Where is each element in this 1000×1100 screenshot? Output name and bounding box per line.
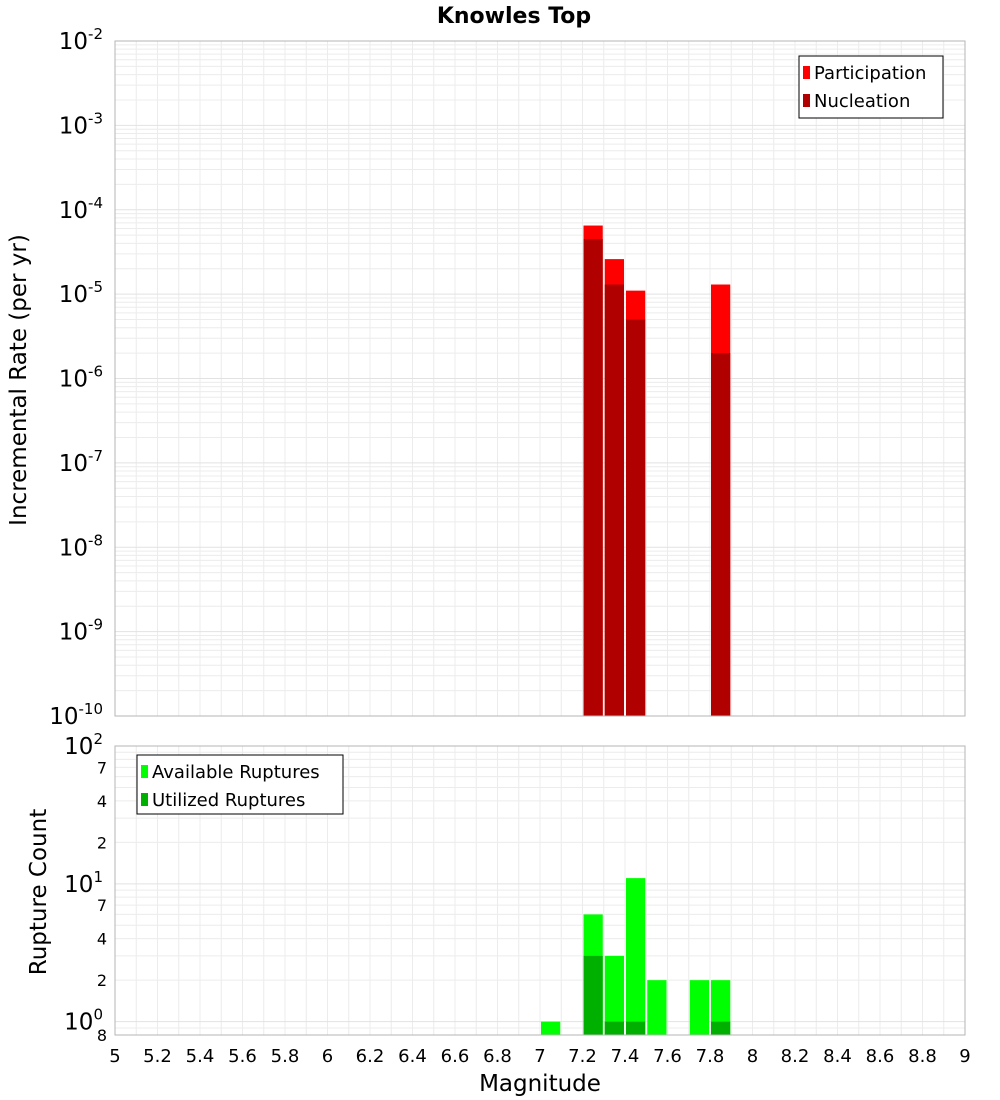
y-tick-label: 10-4	[59, 194, 103, 224]
legend-swatch	[141, 765, 148, 778]
y-tick-label: 10-3	[59, 109, 103, 139]
x-tick-label: 6	[322, 1046, 333, 1067]
x-tick-label: 5.4	[186, 1046, 215, 1067]
x-tick-label: 8.2	[781, 1046, 810, 1067]
y-tick-label: 10-8	[59, 531, 103, 561]
rate-bar-b	[583, 239, 603, 716]
y-tick-label: 10-6	[59, 363, 103, 393]
count-bar-a	[711, 980, 731, 1035]
y-tick-label: 10-10	[49, 700, 103, 730]
y-tick-label: 10-2	[59, 25, 103, 55]
count-plot-y-label: Rupture Count	[26, 809, 52, 975]
count-bar-a	[647, 980, 667, 1035]
y-tick-label: 102	[64, 730, 103, 760]
count-plot-y-ticks: 100 101 102 2 4 7 2 4 7 8	[64, 730, 107, 1045]
x-tick-label: 6.6	[441, 1046, 470, 1067]
x-axis-label: Magnitude	[479, 1071, 601, 1097]
y-tick-label: 10-7	[59, 447, 103, 477]
x-tick-label: 7	[534, 1046, 545, 1067]
rate-plot-legend: Participation Nucleation	[798, 55, 944, 119]
x-tick-label: 6.2	[356, 1046, 385, 1067]
legend-entry: Participation	[814, 63, 926, 84]
y-tick-label: 10-5	[59, 278, 103, 308]
rate-bar-b	[711, 353, 731, 716]
count-plot-legend: Available Ruptures Utilized Ruptures	[136, 754, 344, 815]
x-tick-label: 7.2	[568, 1046, 597, 1067]
x-tick-label: 9	[959, 1046, 970, 1067]
legend-entry: Nucleation	[814, 91, 910, 112]
y-minor-tick-label: 4	[97, 792, 107, 811]
legend-entry: Utilized Ruptures	[152, 790, 305, 811]
x-tick-label: 6.8	[483, 1046, 512, 1067]
count-bar-b	[626, 1021, 646, 1035]
x-tick-label: 8.6	[866, 1046, 895, 1067]
legend-box	[798, 55, 944, 119]
y-tick-label: 10-9	[59, 616, 103, 646]
y-minor-tick-label: 7	[97, 758, 107, 777]
y-minor-tick-label: 2	[97, 833, 107, 852]
x-tick-label: 8	[747, 1046, 758, 1067]
x-tick-label: 8.4	[823, 1046, 852, 1067]
count-bar-a	[541, 1021, 561, 1035]
count-bar-a	[604, 955, 624, 1035]
x-axis-ticks: 5 5.2 5.4 5.6 5.8 6 6.2 6.4 6.6 6.8 7 7.2 7.4 7.6 7.8 8…	[109, 1046, 970, 1067]
x-tick-label: 7.6	[653, 1046, 682, 1067]
rate-plot-y-label: Incremental Rate (per yr)	[6, 234, 32, 526]
legend-box	[136, 754, 344, 815]
count-plot-frame	[114, 745, 966, 1036]
legend-swatch	[141, 793, 148, 806]
y-tick-label: 100	[64, 1006, 103, 1036]
x-tick-label: 8.8	[908, 1046, 937, 1067]
y-tick-label: 101	[64, 868, 103, 898]
legend-entry: Available Ruptures	[152, 762, 320, 783]
x-tick-label: 5.6	[228, 1046, 257, 1067]
rate-plot-grid	[114, 40, 966, 717]
count-bar-a	[689, 980, 709, 1035]
x-tick-label: 7.8	[696, 1046, 725, 1067]
y-minor-tick-label: 4	[97, 930, 107, 949]
y-bottom-tick-label: 8	[97, 1026, 107, 1045]
count-bar-b	[604, 1021, 624, 1035]
chart-title: Knowles Top	[437, 4, 591, 29]
count-bar-b	[583, 955, 603, 1035]
x-tick-label: 6.4	[398, 1046, 427, 1067]
x-tick-label: 5	[109, 1046, 120, 1067]
count-bar-a	[626, 878, 646, 1035]
x-tick-label: 5.2	[143, 1046, 172, 1067]
count-bar-b	[711, 1021, 731, 1035]
rate-bar-b	[604, 284, 624, 716]
x-tick-label: 5.8	[271, 1046, 300, 1067]
rate-plot-y-ticks: 10-10 10-9 10-8 10-7 10-6 10-5 10-4 10-3 10-2	[49, 25, 103, 730]
y-minor-tick-label: 7	[97, 896, 107, 915]
count-plot-bars	[541, 878, 731, 1035]
legend-swatch	[803, 66, 810, 79]
rate-bar-b	[626, 319, 646, 716]
y-minor-tick-label: 2	[97, 971, 107, 990]
rate-plot-bars	[583, 225, 731, 716]
rate-plot-frame	[114, 40, 966, 717]
x-tick-label: 7.4	[611, 1046, 640, 1067]
legend-swatch	[803, 94, 810, 107]
